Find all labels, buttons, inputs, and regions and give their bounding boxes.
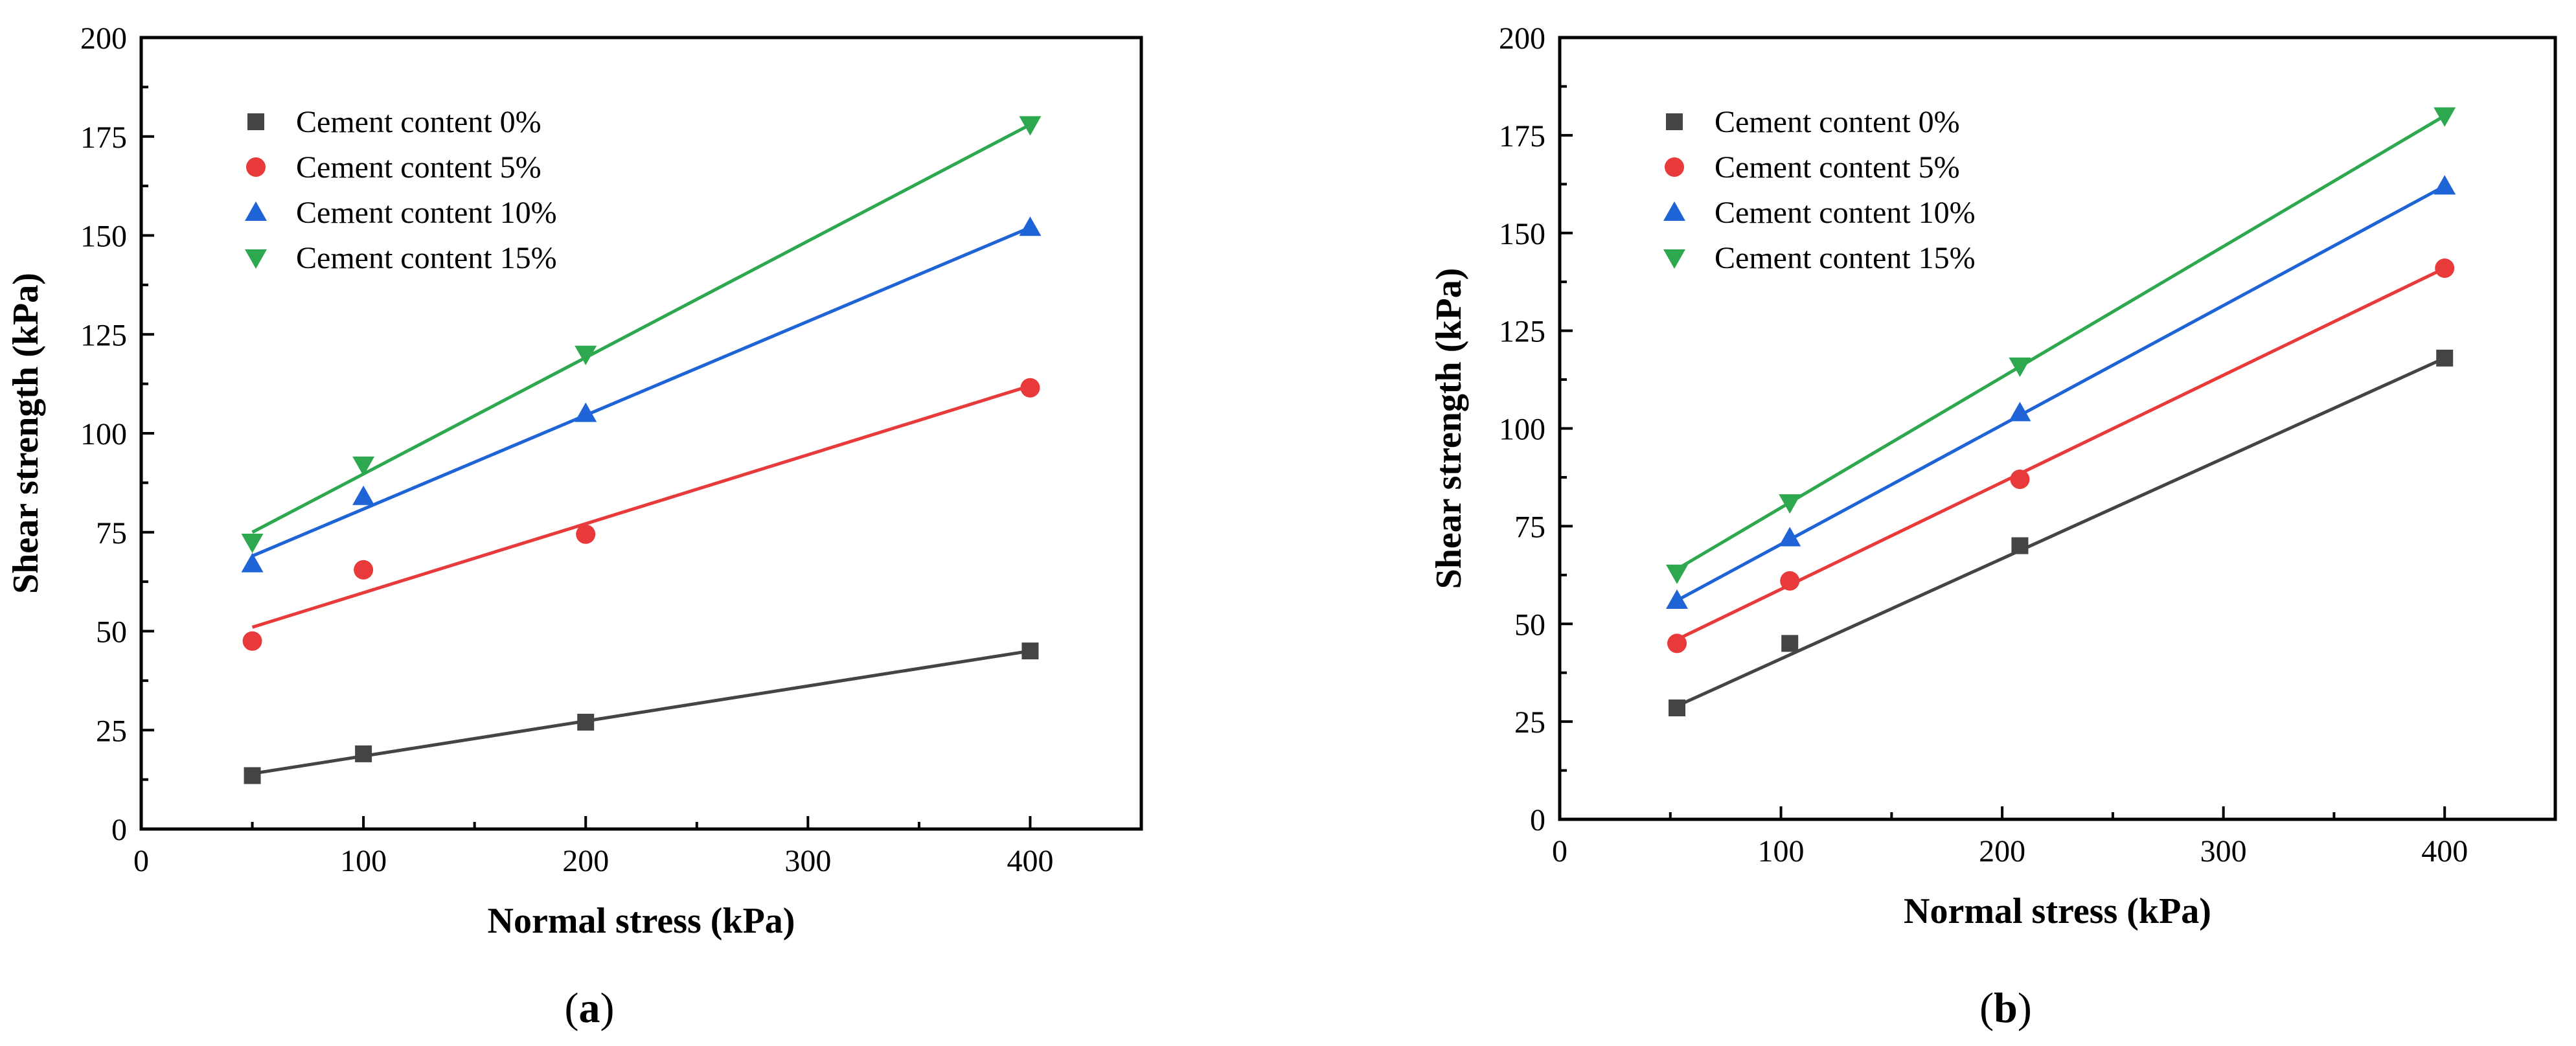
- fit-line-series-1: [251, 384, 1031, 629]
- y-tick-label: 50: [96, 615, 127, 650]
- legend-marker: [1666, 113, 1683, 130]
- data-point-series-1: [1780, 571, 1800, 591]
- data-point-series-0: [244, 767, 261, 784]
- data-point-series-1: [2010, 469, 2030, 489]
- data-point-series-3: [1666, 564, 1689, 584]
- legend-marker: [245, 201, 267, 221]
- y-tick-label: 100: [1499, 413, 1545, 447]
- data-point-series-1: [354, 560, 374, 580]
- fit-line-series-1: [1676, 266, 2446, 641]
- data-point-series-0: [2436, 349, 2454, 367]
- legend: Cement content 0% Cement content 5% Cement…: [1663, 105, 1976, 275]
- y-tick-label: 150: [1499, 217, 1545, 251]
- data-point-series-3: [241, 534, 264, 554]
- y-tick-label: 125: [80, 318, 127, 352]
- data-point-series-2: [1666, 589, 1689, 609]
- fit-line-series-2: [1676, 185, 2446, 602]
- legend-marker: [1663, 249, 1685, 269]
- legend-label: Cement content 0%: [1715, 105, 1960, 139]
- legend-marker: [247, 113, 264, 130]
- data-point-series-0: [577, 714, 595, 731]
- legend-label: Cement content 15%: [1715, 241, 1976, 275]
- panel-label: (a): [565, 984, 615, 1032]
- data-point-series-0: [1781, 635, 1799, 652]
- legend-marker: [1663, 201, 1685, 221]
- legend-label: Cement content 0%: [296, 105, 541, 139]
- x-tick-label: 200: [562, 844, 609, 878]
- data-point-series-0: [1021, 642, 1039, 660]
- x-tick-label: 100: [340, 844, 387, 878]
- data-point-series-2: [241, 552, 264, 573]
- data-point-series-3: [2009, 357, 2031, 377]
- y-tick-label: 125: [1499, 315, 1545, 349]
- x-tick-label: 300: [2200, 834, 2247, 869]
- data-point-series-2: [2434, 175, 2456, 195]
- legend-marker: [1665, 157, 1684, 177]
- x-tick-label: 400: [2421, 834, 2468, 869]
- legend-marker: [246, 157, 266, 177]
- y-tick-label: 75: [1514, 510, 1545, 544]
- y-axis-title: Shear strength (kPa): [6, 273, 46, 594]
- data-point-series-3: [1779, 494, 1801, 514]
- fit-line-series-3: [1676, 114, 2446, 571]
- x-tick-label: 200: [1979, 834, 2025, 869]
- data-point-series-1: [576, 524, 596, 544]
- data-point-series-3: [575, 345, 597, 365]
- fit-line-series-0: [1676, 356, 2446, 708]
- fit-line-series-0: [252, 649, 1031, 775]
- data-point-series-3: [1019, 116, 1042, 136]
- y-tick-label: 25: [1514, 705, 1545, 740]
- legend-label: Cement content 10%: [1715, 196, 1976, 230]
- data-point-series-0: [355, 745, 372, 762]
- y-tick-label: 175: [1499, 119, 1545, 153]
- data-point-series-1: [1667, 633, 1687, 654]
- x-tick-label: 400: [1007, 844, 1053, 878]
- legend-label: Cement content 10%: [296, 196, 557, 230]
- y-tick-label: 50: [1514, 608, 1545, 642]
- x-tick-label: 0: [133, 844, 149, 878]
- x-axis-title: Normal stress (kPa): [488, 901, 795, 941]
- data-point-series-1: [1020, 378, 1040, 398]
- x-tick-label: 300: [784, 844, 831, 878]
- data-point-series-2: [1779, 527, 1801, 547]
- data-point-series-1: [2435, 258, 2455, 279]
- y-tick-label: 0: [1530, 803, 1545, 837]
- data-point-series-2: [352, 485, 375, 505]
- y-tick-label: 200: [1499, 21, 1545, 56]
- plot-frame: [139, 36, 1143, 831]
- y-tick-label: 75: [96, 516, 127, 551]
- fit-line-series-3: [251, 123, 1031, 534]
- legend-label: Cement content 5%: [1715, 150, 1960, 185]
- y-tick-label: 150: [80, 220, 127, 254]
- y-tick-label: 0: [111, 813, 127, 847]
- legend-label: Cement content 5%: [296, 150, 541, 185]
- data-point-series-2: [1019, 216, 1042, 236]
- data-point-series-1: [242, 631, 262, 651]
- x-tick-label: 100: [1758, 834, 1805, 869]
- y-tick-label: 25: [96, 714, 127, 748]
- fit-line-series-2: [251, 225, 1031, 558]
- data-point-series-2: [575, 402, 597, 422]
- plot-frame: [1558, 36, 2557, 821]
- legend: Cement content 0% Cement content 5% Cement…: [245, 105, 557, 275]
- x-axis-title: Normal stress (kPa): [1904, 891, 2211, 931]
- chart-panel-b: 0 100 200 300 400 0 25 50 75 100 125 150 175 200 Norma…: [1429, 21, 2557, 1032]
- y-tick-label: 200: [80, 21, 127, 56]
- panel-label: (b): [1979, 984, 2032, 1032]
- legend-marker: [245, 249, 267, 269]
- x-tick-label: 0: [1552, 834, 1567, 869]
- data-point-series-3: [352, 456, 375, 476]
- data-point-series-0: [1669, 699, 1686, 717]
- chart-panel-a: 0 100 200 300 400 0 25 50 75 100 125 150 175 200 Norma…: [6, 21, 1143, 1032]
- data-point-series-3: [2434, 107, 2456, 127]
- data-point-series-2: [2009, 402, 2031, 422]
- y-tick-label: 175: [80, 120, 127, 155]
- legend-label: Cement content 15%: [296, 241, 557, 275]
- data-point-series-0: [2011, 537, 2029, 554]
- y-axis-title: Shear strength (kPa): [1429, 268, 1469, 589]
- y-tick-label: 100: [80, 417, 127, 451]
